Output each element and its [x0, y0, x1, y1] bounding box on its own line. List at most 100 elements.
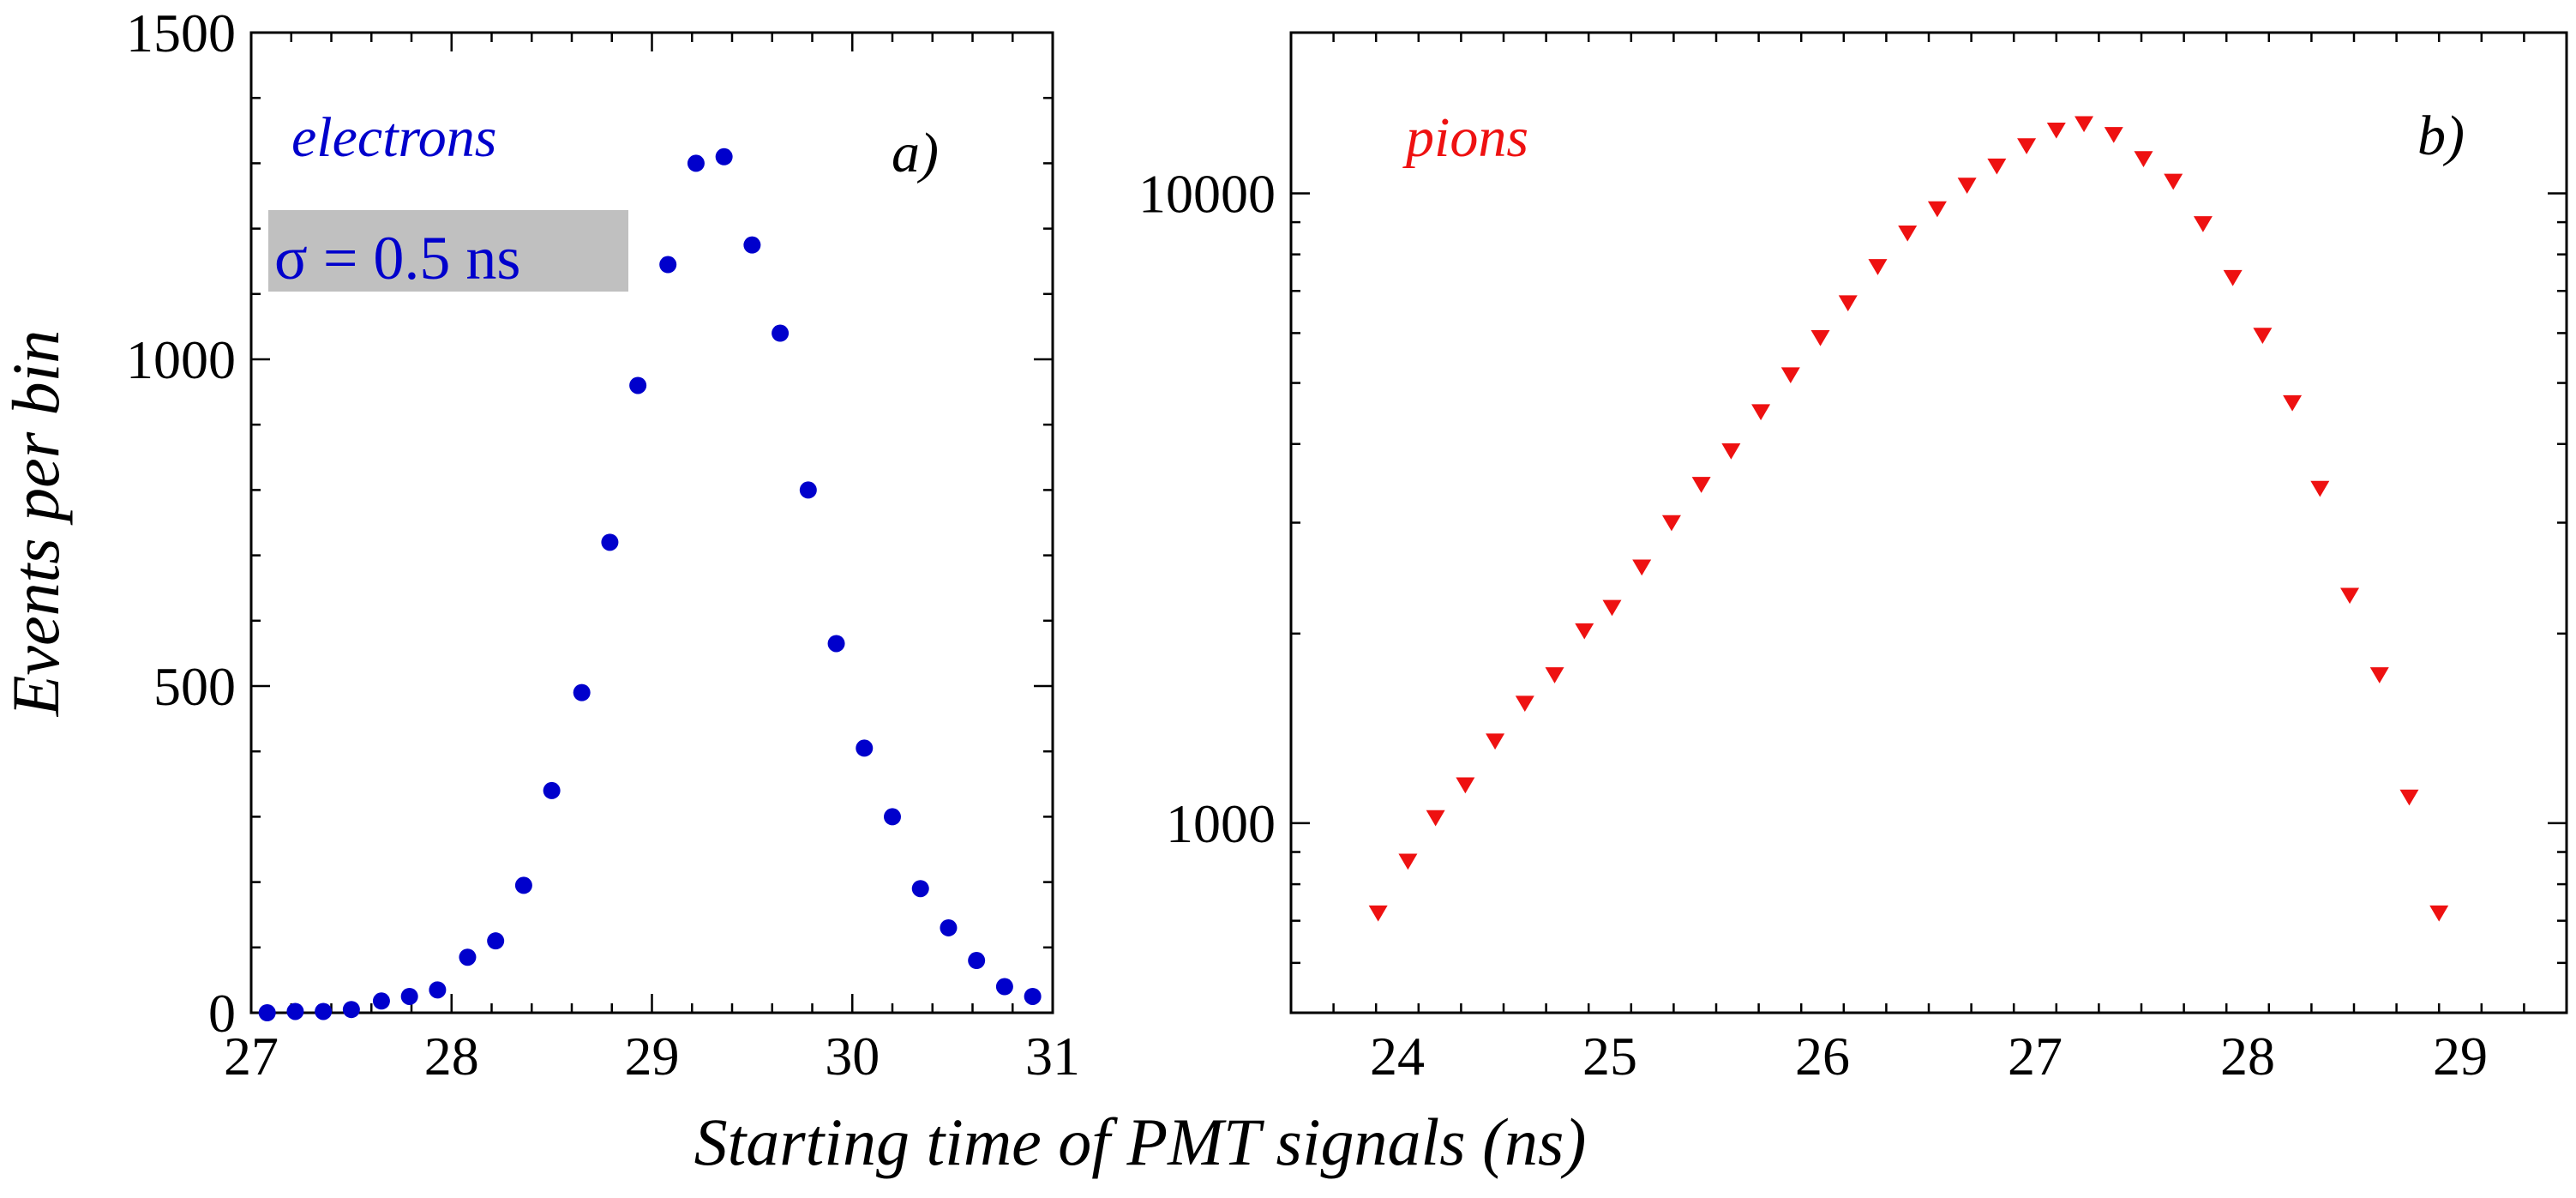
data-point [342, 1001, 360, 1019]
x-tick-label: 31 [1025, 1026, 1080, 1087]
x-tick-label: 30 [825, 1026, 880, 1087]
data-point [1545, 667, 1564, 683]
sigma-annotation: σ = 0.5 ns [268, 210, 628, 292]
data-point [1927, 201, 1947, 218]
panel-b-frame [1289, 31, 2568, 1014]
data-point [2164, 173, 2183, 190]
data-point [429, 981, 447, 999]
x-tick-label: 27 [224, 1026, 279, 1087]
data-point [258, 1004, 276, 1021]
data-point [2046, 122, 2066, 139]
data-point [2283, 394, 2303, 412]
data-point [629, 376, 647, 394]
data-point [659, 256, 677, 274]
data-point [1780, 367, 1800, 384]
data-point [799, 481, 817, 499]
x-tick-label: 26 [1795, 1026, 1850, 1087]
data-point [487, 932, 505, 950]
y-axis-title: Events per bin [0, 330, 73, 718]
x-tick-label: 29 [625, 1026, 680, 1087]
electrons-label: electrons [291, 106, 496, 169]
data-point [2017, 138, 2037, 154]
x-tick-label: 27 [2008, 1026, 2063, 1087]
panel-b-ticks [1289, 33, 2568, 1014]
data-point [2399, 789, 2419, 806]
panel-a-electrons: 27 28 29 30 31 0 500 1000 1500 a) electrons σ = … [126, 3, 1080, 1087]
pions-label: pions [1402, 106, 1528, 169]
x-tick-label: 29 [2433, 1026, 2488, 1087]
data-point [1426, 810, 1445, 827]
x-axis-title: Starting time of PMT signals (ns) [694, 1105, 1587, 1179]
y-tick-label: 1000 [126, 329, 236, 390]
data-point [459, 948, 477, 966]
data-point [715, 147, 733, 166]
data-point [1721, 443, 1741, 460]
data-point [1868, 259, 1888, 275]
data-point [1368, 905, 1388, 922]
data-point [995, 978, 1013, 996]
y-tick-label: 0 [208, 983, 236, 1044]
data-point [1515, 695, 1534, 713]
data-point [543, 781, 561, 799]
x-tick-label: 28 [2220, 1026, 2275, 1087]
data-point [2340, 587, 2360, 605]
data-point [1602, 599, 1622, 617]
panel-a-label: a) [892, 122, 939, 184]
data-point [687, 154, 705, 172]
data-point [968, 952, 986, 970]
sigma-annotation-background [268, 210, 628, 292]
data-point [1751, 404, 1771, 421]
data-point [1456, 777, 1475, 794]
data-point [2193, 216, 2213, 232]
data-point [2223, 269, 2243, 286]
data-point [514, 876, 532, 894]
data-point [1898, 225, 1918, 242]
data-point [2310, 480, 2330, 497]
y-tick-label: 500 [153, 656, 236, 717]
data-point [1632, 559, 1652, 576]
data-point [400, 987, 418, 1005]
data-point [2075, 116, 2094, 133]
data-point [2253, 328, 2273, 344]
data-point [2369, 667, 2389, 683]
data-point [827, 635, 845, 653]
data-point [2429, 905, 2449, 922]
data-point [1957, 178, 1977, 194]
data-point [743, 236, 761, 254]
data-point [1575, 623, 1594, 640]
sigma-annotation-text: σ = 0.5 ns [274, 224, 520, 292]
data-point [2104, 127, 2123, 143]
panel-b-tick-labels: 24 25 26 27 28 29 1000 10000 [1138, 163, 2488, 1087]
panel-a-tick-labels: 27 28 29 30 31 0 500 1000 1500 [126, 3, 1080, 1087]
panel-b-pions: 24 25 26 27 28 29 1000 10000 b) pions [1138, 31, 2568, 1087]
data-point [573, 683, 591, 701]
panel-a-data-points [258, 147, 1042, 1021]
data-point [2134, 151, 2153, 167]
data-point [772, 324, 790, 342]
x-tick-label: 25 [1582, 1026, 1637, 1087]
y-tick-label: 10000 [1138, 163, 1276, 224]
data-point [856, 739, 874, 757]
data-point [884, 808, 901, 826]
data-point [315, 1002, 333, 1020]
data-point [1661, 515, 1681, 532]
panel-b-label: b) [2417, 105, 2465, 167]
data-point [1486, 733, 1505, 750]
data-point [940, 918, 958, 936]
y-tick-label: 1500 [126, 3, 236, 63]
data-point [372, 992, 390, 1010]
data-point [1398, 853, 1418, 870]
data-point [1810, 329, 1830, 346]
y-tick-label: 1000 [1166, 793, 1276, 854]
panel-b-data-points [1368, 116, 2449, 922]
data-point [1987, 158, 2007, 175]
data-point [1691, 477, 1711, 493]
data-point [1838, 295, 1858, 312]
data-point [911, 880, 929, 898]
data-point [286, 1002, 304, 1020]
panel-a-ticks [249, 31, 1054, 1014]
data-point [1024, 987, 1042, 1005]
x-tick-label: 28 [424, 1026, 479, 1087]
x-tick-label: 24 [1370, 1026, 1425, 1087]
